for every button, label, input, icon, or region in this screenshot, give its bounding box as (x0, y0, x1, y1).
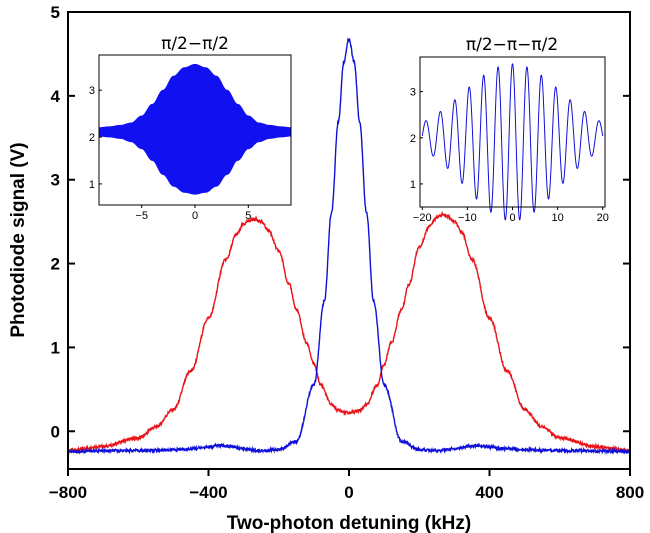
main-series-line-1 (67, 211, 631, 454)
inset-left-x-ticks: −5 0 5 (135, 205, 251, 222)
main-plot: −800 −400 0 400 800 0 1 2 3 4 5 Two-photon detuni… (8, 3, 644, 533)
y-axis-label: Photodiode signal (V) (8, 142, 29, 337)
main-y-ticks: 0 1 2 3 4 5 (51, 3, 630, 441)
y-tick-label: 2 (89, 132, 95, 144)
inset-right-y-ticks: 1 2 3 (410, 87, 423, 191)
x-tick-label: 0 (509, 212, 515, 224)
x-tick-label: 10 (551, 212, 563, 224)
x-tick-label: 20 (597, 212, 609, 224)
x-tick-label: −5 (135, 210, 148, 222)
x-axis-label: Two-photon detuning (kHz) (227, 513, 471, 533)
y-tick-label: 2 (410, 133, 416, 145)
x-tick-label: 400 (475, 483, 503, 502)
inset-right-fringe-line (421, 63, 604, 221)
x-tick-label: −800 (49, 483, 87, 502)
y-tick-label: 3 (410, 87, 416, 99)
y-tick-label: 1 (51, 338, 60, 357)
y-tick-label: 2 (51, 255, 60, 274)
x-tick-label: −20 (413, 212, 432, 224)
y-tick-label: 4 (51, 87, 61, 106)
x-tick-label: 0 (192, 210, 198, 222)
x-tick-label: 800 (616, 483, 644, 502)
x-tick-label: −400 (189, 483, 227, 502)
y-tick-label: 3 (51, 171, 60, 190)
main-x-ticks: −800 −400 0 400 800 (49, 469, 644, 502)
y-tick-label: 3 (89, 85, 95, 97)
inset-right: −20 −10 0 10 20 1 2 3 π/2−π−π/2 (410, 35, 609, 224)
y-tick-label: 5 (51, 3, 60, 22)
inset-left-y-ticks: 1 2 3 (89, 85, 102, 191)
inset-right-x-ticks: −20 −10 0 10 20 (413, 207, 609, 224)
x-tick-label: −10 (458, 212, 477, 224)
inset-left: −5 0 5 1 2 3 π/2−π/2 (89, 34, 292, 222)
inset-right-background (420, 57, 605, 207)
x-tick-label: 0 (344, 483, 353, 502)
main-series-line-2 (67, 37, 631, 455)
inset-right-series-group (421, 63, 604, 221)
x-tick-label: 5 (245, 210, 251, 222)
inset-left-title: π/2−π/2 (161, 34, 229, 54)
main-series-group (67, 37, 631, 455)
y-tick-label: 0 (51, 422, 60, 441)
inset-right-title: π/2−π−π/2 (466, 35, 558, 55)
y-tick-label: 1 (89, 179, 95, 191)
y-tick-label: 1 (410, 179, 416, 191)
